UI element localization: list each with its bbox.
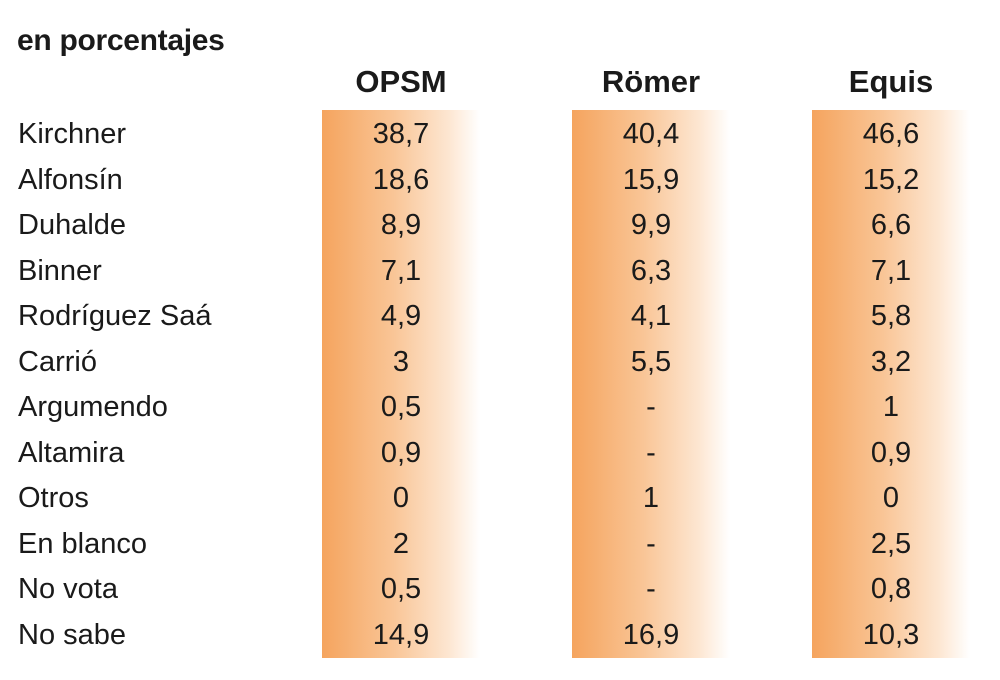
table-cell: 7,1	[870, 254, 912, 287]
table-cell: 14,9	[372, 618, 430, 651]
table-cell: 16,9	[622, 618, 680, 651]
table-cell: 46,6	[862, 118, 920, 150]
column-header: Equis	[848, 64, 934, 99]
table-cell: 0,5	[380, 391, 422, 423]
table-cell: 0,5	[380, 573, 422, 605]
table-cell: 40,4	[622, 118, 680, 150]
row-label: En blanco	[18, 527, 147, 560]
table-cell: 6,3	[630, 254, 672, 287]
row-label: Rodríguez Saá	[18, 300, 212, 332]
row-label: No vota	[18, 573, 118, 605]
column-header: Römer	[601, 64, 701, 99]
table-cell: 0,8	[870, 573, 912, 605]
table-cell: 0	[882, 482, 900, 514]
row-label: Otros	[18, 482, 89, 514]
column-header: OPSM	[355, 64, 447, 99]
table-cell: 15,9	[622, 163, 680, 196]
column-band	[572, 110, 730, 658]
row-label: No sabe	[18, 618, 127, 651]
table-cell: 3	[392, 345, 410, 378]
table-cell: 15,2	[862, 163, 920, 196]
table-cell: 4,9	[380, 300, 422, 332]
table-cell: 9,9	[630, 209, 672, 241]
table-cell: 6,6	[870, 209, 912, 241]
table-cell: -	[646, 527, 656, 560]
table-cell: -	[646, 573, 656, 605]
table-cell: 3,2	[870, 345, 912, 378]
table-cell: 0,9	[380, 436, 422, 469]
table-cell: 2	[392, 527, 410, 560]
row-label: Carrió	[18, 345, 97, 378]
table-cell: 0	[392, 482, 410, 514]
table-cell: 1	[882, 391, 900, 423]
table-cell: 7,1	[380, 254, 422, 287]
table-cell: -	[646, 391, 656, 423]
table-cell: 18,6	[372, 163, 430, 196]
table-cell: 2,5	[870, 527, 912, 560]
row-label: Binner	[18, 254, 102, 287]
table-cell: 38,7	[372, 118, 430, 150]
table-cell: 1	[642, 482, 660, 514]
row-label: Argumendo	[18, 391, 168, 423]
table-cell: 8,9	[380, 209, 422, 241]
table-cell: 10,3	[862, 618, 920, 651]
column-band	[322, 110, 480, 658]
table-cell: 0,9	[870, 436, 912, 469]
table-cell: 5,8	[870, 300, 912, 332]
row-label: Duhalde	[18, 209, 127, 241]
row-label: Alfonsín	[18, 163, 123, 196]
column-band	[812, 110, 970, 658]
row-label: Kirchner	[18, 118, 126, 150]
table-cell: 5,5	[630, 345, 672, 378]
table-subtitle: en porcentajes	[17, 24, 225, 57]
table-cell: 4,1	[630, 300, 672, 332]
table-cell: -	[646, 436, 656, 469]
row-label: Altamira	[18, 436, 125, 469]
